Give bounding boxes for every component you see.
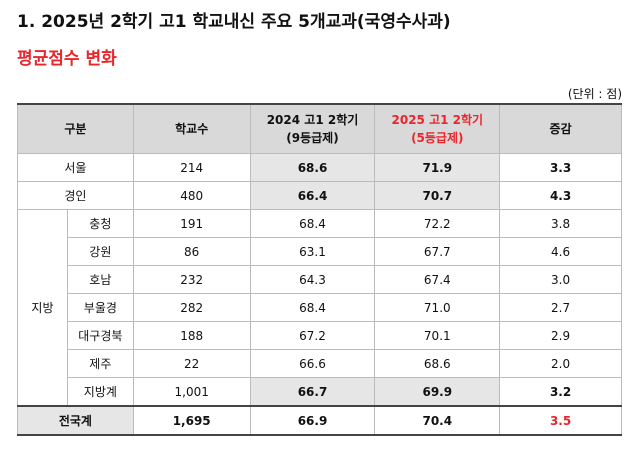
table-row: 강원 86 63.1 67.7 4.6 [18,237,622,266]
header-cell: 증감 [499,103,622,154]
cell: 191 [132,209,251,238]
cell: 22 [132,349,251,378]
score-table: 구분 학교수 2024 고1 2학기 (9등급제) 2025 고1 2학기 (5등급제) 증… [17,103,622,436]
table-row: 지방 충청 191 68.4 72.2 3.8 [17,209,622,407]
header-text: (9등급제) [286,131,339,145]
cell: 282 [132,293,251,322]
cell: 2.9 [499,321,622,350]
row-label: 부울경 [66,293,134,322]
cell: 3.5 [499,405,622,436]
header-text: 2025 고1 2학기 [391,113,484,127]
row-label: 전국계 [17,405,134,436]
region-label: 지방 [17,209,68,407]
header-text: 2024 고1 2학기 [266,113,359,127]
cell: 71.0 [374,293,501,322]
cell: 3.3 [499,153,622,182]
cell: 69.9 [374,377,501,407]
cell: 70.1 [374,321,501,350]
table-row: 경인 480 66.4 70.7 4.3 [17,181,622,210]
cell: 66.7 [249,377,376,407]
header-cell: 2025 고1 2학기 (5등급제) [374,103,501,154]
row-label: 강원 [66,237,134,266]
cell: 3.2 [499,377,622,407]
table-row: 전국계 1,695 66.9 70.4 3.5 [17,405,622,436]
table-row: 대구경북 188 67.2 70.1 2.9 [18,321,622,350]
row-label: 대구경북 [66,321,134,350]
cell: 66.6 [249,349,376,378]
table-row: 지방계 1,001 66.7 69.9 3.2 [18,377,622,407]
cell: 67.7 [374,237,501,266]
cell: 70.4 [374,405,501,436]
cell: 67.2 [249,321,376,350]
row-label: 지방계 [66,377,134,407]
cell: 4.6 [499,237,622,266]
header-text: 증감 [549,122,572,136]
cell: 71.9 [374,153,501,182]
cell: 68.6 [374,349,501,378]
header-cell: 2024 고1 2학기 (9등급제) [249,103,376,154]
cell: 68.4 [249,209,376,238]
header-text: 학교수 [175,122,209,136]
title: 1. 2025년 2학기 고1 학교내신 주요 5개교과(국영수사과) [17,12,451,32]
cell: 72.2 [374,209,501,238]
cell: 2.0 [499,349,622,378]
cell: 67.4 [374,265,501,294]
cell: 480 [132,181,251,210]
table-row: 서울 214 68.6 71.9 3.3 [17,153,622,182]
header-cell: 구분 [17,103,134,154]
unit-note: (단위 : 점) [567,87,622,101]
cell: 64.3 [249,265,376,294]
cell: 4.3 [499,181,622,210]
cell: 1,001 [132,377,251,407]
cell: 3.8 [499,209,622,238]
header-text: 구분 [64,122,87,136]
cell: 3.0 [499,265,622,294]
row-label: 호남 [66,265,134,294]
cell: 2.7 [499,293,622,322]
cell: 68.4 [249,293,376,322]
cell: 232 [132,265,251,294]
header-text: (5등급제) [411,131,464,145]
cell: 86 [132,237,251,266]
subtitle: 평균점수 변화 [17,49,117,69]
table-row: 제주 22 66.6 68.6 2.0 [18,349,622,378]
table-header: 구분 학교수 2024 고1 2학기 (9등급제) 2025 고1 2학기 (5등급제) 증… [17,103,622,154]
row-label: 제주 [66,349,134,378]
row-label: 충청 [66,209,134,238]
header-cell: 학교수 [132,103,251,154]
cell: 66.9 [249,405,376,436]
cell: 1,695 [132,405,251,436]
cell: 63.1 [249,237,376,266]
row-label: 서울 [17,153,134,182]
cell: 68.6 [249,153,376,182]
cell: 214 [132,153,251,182]
cell: 70.7 [374,181,501,210]
table-row: 부울경 282 68.4 71.0 2.7 [18,293,622,322]
table-row: 호남 232 64.3 67.4 3.0 [18,265,622,294]
row-label: 경인 [17,181,134,210]
cell: 66.4 [249,181,376,210]
cell: 188 [132,321,251,350]
